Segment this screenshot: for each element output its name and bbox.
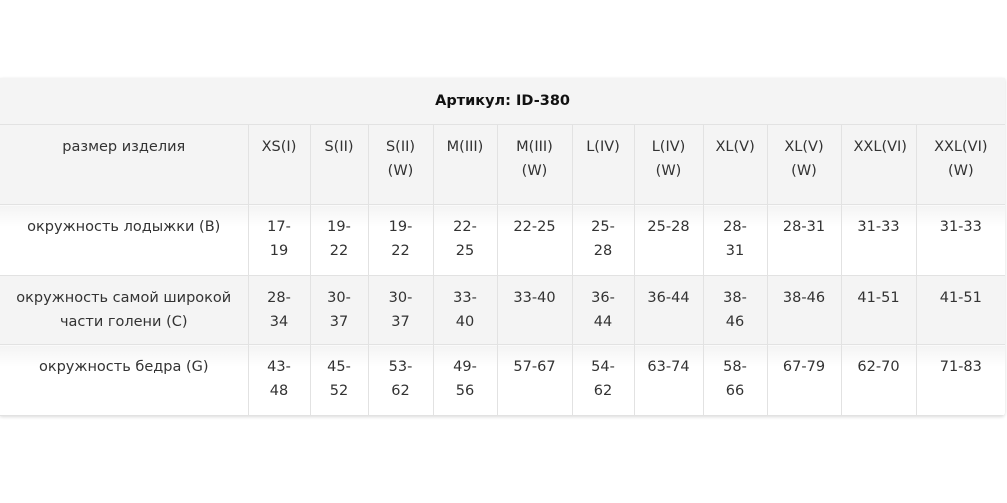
table-cell: 36-44	[571, 275, 635, 345]
table-cell: S(II) (W)	[367, 124, 434, 205]
row-label: размер изделия	[0, 124, 249, 205]
table-cell: 63-74	[633, 344, 704, 416]
table-cell: 22-25	[432, 204, 498, 276]
table-cell: L(IV) (W)	[633, 124, 704, 205]
table-row: окружность бедра (G) 43-48 45-52 53-62 49-56…	[0, 344, 1005, 416]
table-cell: 33-40	[432, 275, 498, 345]
table-cell: L(IV)	[571, 124, 635, 205]
table-cell: 28-31	[766, 204, 842, 276]
table-cell: M(III)	[432, 124, 498, 205]
table-cell: 19-22	[309, 204, 369, 276]
table-cell: 49-56	[432, 344, 498, 416]
table-row: окружность лодыжки (B) 17-19 19-22 19-22 22-…	[0, 204, 1005, 276]
table-cell: XXL(VI)	[840, 124, 917, 205]
table-cell: 17-19	[247, 204, 311, 276]
table-cell: 41-51	[915, 275, 1005, 345]
table-cell: 67-79	[766, 344, 842, 416]
table-cell: 30-37	[367, 275, 434, 345]
header-row: размер изделия XS(I) S(II) S(II) (W) M(III) M…	[0, 124, 1005, 205]
table-cell: 28-34	[247, 275, 311, 345]
table-cell: XL(V) (W)	[766, 124, 842, 205]
table-cell: 58-66	[702, 344, 768, 416]
table-cell: 28-31	[702, 204, 768, 276]
table-cell: 45-52	[309, 344, 369, 416]
table-cell: XS(I)	[247, 124, 311, 205]
table-cell: 22-25	[496, 204, 573, 276]
table-cell: 30-37	[309, 275, 369, 345]
table-cell: 25-28	[633, 204, 704, 276]
table-cell: 33-40	[496, 275, 573, 345]
table-cell: 54-62	[571, 344, 635, 416]
table-cell: 38-46	[702, 275, 768, 345]
row-label: окружность лодыжки (B)	[0, 204, 249, 276]
size-table-container: Артикул: ID-380 размер изделия XS(I) S(II)…	[0, 78, 1005, 416]
table-cell: 41-51	[840, 275, 917, 345]
table-cell: 71-83	[915, 344, 1005, 416]
row-label: окружность самой широкой части голени (C…	[0, 275, 249, 345]
table-cell: 43-48	[247, 344, 311, 416]
row-label: окружность бедра (G)	[0, 344, 249, 416]
table-title: Артикул: ID-380	[0, 78, 1005, 125]
table-cell: 57-67	[496, 344, 573, 416]
table-cell: 25-28	[571, 204, 635, 276]
table-cell: S(II)	[309, 124, 369, 205]
table-cell: 19-22	[367, 204, 434, 276]
table-cell: M(III) (W)	[496, 124, 573, 205]
table-cell: 31-33	[915, 204, 1005, 276]
table-cell: XL(V)	[702, 124, 768, 205]
table-cell: 31-33	[840, 204, 917, 276]
table-cell: 53-62	[367, 344, 434, 416]
table-cell: 36-44	[633, 275, 704, 345]
table-row: окружность самой широкой части голени (C…	[0, 275, 1005, 345]
size-table: Артикул: ID-380 размер изделия XS(I) S(II)…	[0, 78, 1005, 416]
table-cell: XXL(VI) (W)	[915, 124, 1005, 205]
table-cell: 62-70	[840, 344, 917, 416]
table-cell: 38-46	[766, 275, 842, 345]
